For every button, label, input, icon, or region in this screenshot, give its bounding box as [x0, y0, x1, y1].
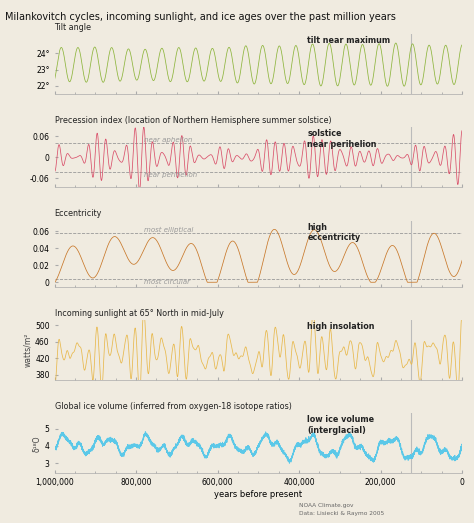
Text: Global ice volume (inferred from oxygen-18 isotope ratios): Global ice volume (inferred from oxygen-…: [55, 402, 292, 411]
X-axis label: years before present: years before present: [214, 490, 302, 499]
Text: tilt near maximum: tilt near maximum: [307, 36, 391, 45]
Text: Precession index (location of Northern Hemisphere summer solstice): Precession index (location of Northern H…: [55, 116, 331, 125]
Text: Milankovitch cycles, incoming sunlight, and ice ages over the past million years: Milankovitch cycles, incoming sunlight, …: [5, 12, 396, 21]
Text: high
eccentricity: high eccentricity: [307, 223, 361, 242]
Text: near aphelion: near aphelion: [144, 137, 192, 142]
Text: NOAA Climate.gov: NOAA Climate.gov: [299, 503, 353, 508]
Text: solstice
near perihelion: solstice near perihelion: [307, 129, 377, 149]
Text: most circular: most circular: [144, 279, 190, 285]
Y-axis label: watts/m²: watts/m²: [23, 333, 32, 367]
Text: Tilt angle: Tilt angle: [55, 22, 91, 31]
Text: near perihelion: near perihelion: [144, 172, 198, 178]
Text: Eccentricity: Eccentricity: [55, 209, 102, 218]
Text: high insolation: high insolation: [307, 322, 375, 331]
Text: Incoming sunlight at 65° North in mid-July: Incoming sunlight at 65° North in mid-Ju…: [55, 309, 223, 318]
Text: Data: Lisiecki & Raymo 2005: Data: Lisiecki & Raymo 2005: [299, 510, 384, 516]
Y-axis label: δ¹⁸O: δ¹⁸O: [33, 435, 42, 452]
Text: most elliptical: most elliptical: [144, 226, 193, 233]
Text: low ice volume
(interglacial): low ice volume (interglacial): [307, 415, 374, 435]
